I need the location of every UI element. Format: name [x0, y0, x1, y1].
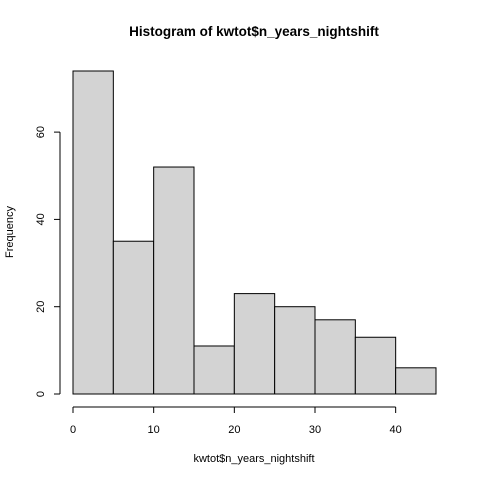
x-axis-label: kwtot$n_years_nightshift: [193, 453, 314, 465]
histogram-bar: [194, 346, 234, 394]
histogram-bar: [315, 320, 355, 394]
bars-group: [73, 71, 436, 394]
histogram-bar: [154, 167, 194, 394]
histogram-bar: [275, 307, 315, 394]
x-tick-label: 40: [390, 424, 402, 436]
y-tick-label: 60: [35, 126, 47, 138]
y-axis: 0 20 40 60: [35, 126, 60, 397]
y-axis-label: Frequency: [4, 206, 16, 258]
histogram-bar: [73, 71, 113, 394]
x-tick-label: 30: [309, 424, 321, 436]
y-tick-label: 0: [35, 391, 47, 397]
histogram-bar: [396, 368, 436, 394]
histogram-bar: [234, 294, 274, 394]
x-tick-label: 10: [148, 424, 160, 436]
x-axis: 0 10 20 30 40: [70, 407, 402, 436]
x-tick-label: 20: [228, 424, 240, 436]
chart-title: Histogram of kwtot$n_years_nightshift: [129, 24, 379, 39]
histogram-bar: [113, 241, 153, 394]
histogram-bar: [355, 337, 395, 394]
x-tick-label: 0: [70, 424, 76, 436]
y-tick-label: 20: [35, 301, 47, 313]
y-tick-label: 40: [35, 213, 47, 225]
